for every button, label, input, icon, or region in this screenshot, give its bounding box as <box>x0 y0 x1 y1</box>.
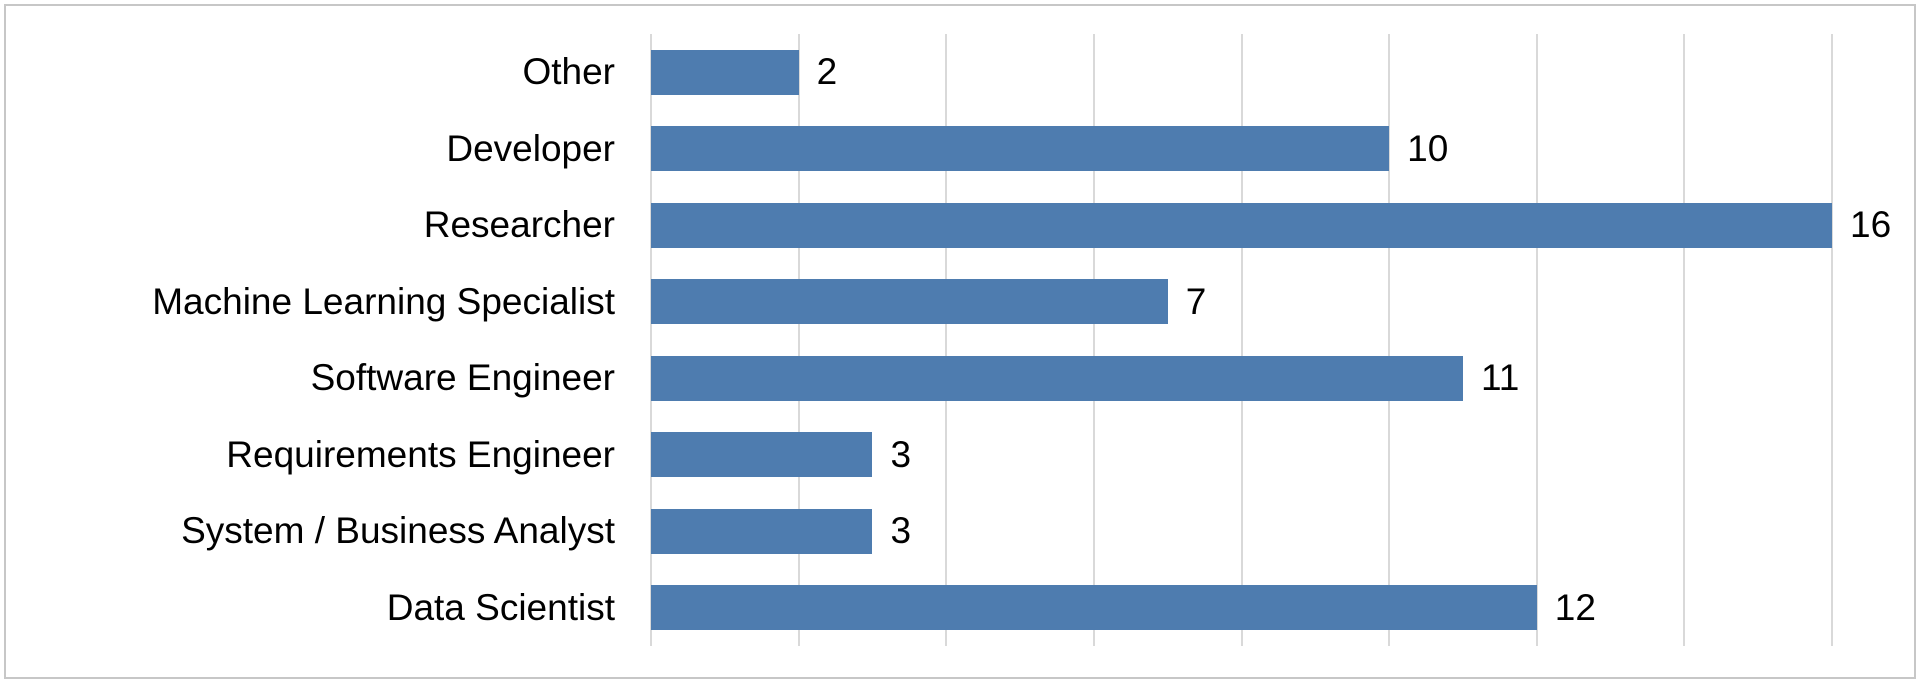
bar-row: 16 <box>651 187 1891 264</box>
bar-row: 12 <box>651 570 1832 647</box>
bar-value-label: 7 <box>1185 280 1207 322</box>
bar <box>651 126 1390 172</box>
bar <box>651 49 799 95</box>
bar-value-label: 11 <box>1480 357 1520 399</box>
gridline <box>1535 34 1538 646</box>
gridline <box>1092 34 1095 646</box>
bar-row: 2 <box>651 34 1832 111</box>
category-label: Other <box>522 51 615 93</box>
category-label: System / Business Analyst <box>181 510 615 552</box>
gridline <box>1240 34 1243 646</box>
category-label: Machine Learning Specialist <box>152 280 615 322</box>
bar <box>651 355 1463 401</box>
bar-row: 11 <box>651 340 1832 417</box>
bar-value-label: 3 <box>890 433 912 475</box>
category-label: Developer <box>446 127 615 169</box>
bar-value-label: 16 <box>1850 204 1892 246</box>
bar <box>651 202 1832 248</box>
bar-row: 3 <box>651 493 1832 570</box>
category-label: Software Engineer <box>310 357 615 399</box>
bar-value-label: 10 <box>1407 127 1449 169</box>
gridline <box>797 34 800 646</box>
bar-row: 7 <box>651 264 1832 341</box>
bar <box>651 508 873 554</box>
bar <box>651 585 1537 631</box>
plot-area: 2 10 16 7 11 3 3 12 <box>650 34 1891 647</box>
bar-value-label: 12 <box>1554 586 1596 628</box>
bar <box>651 279 1168 325</box>
category-axis: Other Developer Researcher Machine Learning… <box>0 34 615 646</box>
bar <box>651 432 873 478</box>
bar-row: 3 <box>651 417 1832 494</box>
bar-value-label: 2 <box>816 51 838 93</box>
category-label: Researcher <box>423 204 615 246</box>
bar-value-label: 3 <box>890 510 912 552</box>
category-label: Data Scientist <box>386 586 615 628</box>
gridline <box>945 34 948 646</box>
gridline <box>650 34 652 646</box>
gridline <box>1388 34 1391 646</box>
category-label: Requirements Engineer <box>226 433 615 475</box>
gridline <box>1683 34 1686 646</box>
bar-row: 10 <box>651 111 1832 188</box>
gridline <box>1831 34 1833 646</box>
